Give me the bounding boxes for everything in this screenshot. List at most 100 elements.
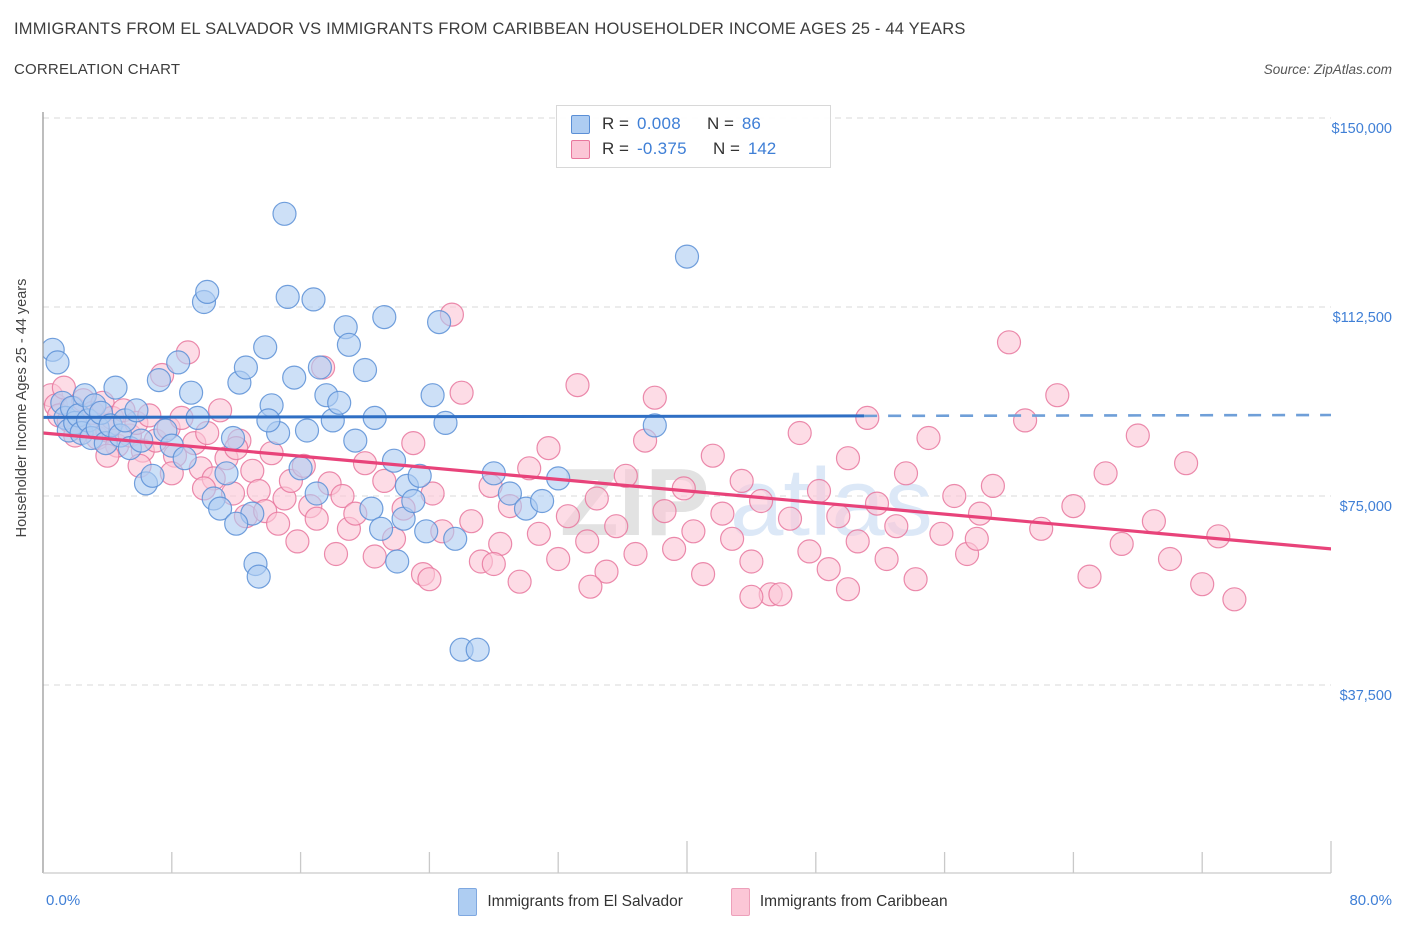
data-point bbox=[352, 357, 378, 383]
data-point bbox=[652, 499, 677, 524]
data-point bbox=[224, 511, 249, 536]
gridlines bbox=[43, 117, 1331, 686]
data-point bbox=[45, 350, 70, 375]
n-value-blue: 86 bbox=[741, 114, 761, 133]
data-point bbox=[996, 330, 1022, 355]
source-label: Source: ZipAtlas.com bbox=[1263, 62, 1392, 77]
data-point bbox=[256, 408, 281, 433]
data-point bbox=[578, 574, 603, 599]
data-point bbox=[1206, 524, 1231, 549]
data-point bbox=[642, 385, 667, 410]
legend-item-caribbean[interactable]: Immigrants from Caribbean bbox=[730, 888, 948, 916]
page-title: IMMIGRANTS FROM EL SALVADOR VS IMMIGRANT… bbox=[14, 20, 966, 38]
data-point bbox=[916, 425, 941, 451]
data-point bbox=[327, 390, 352, 415]
data-point bbox=[575, 529, 600, 554]
data-point bbox=[826, 504, 851, 529]
data-point bbox=[835, 577, 861, 602]
data-point bbox=[427, 310, 452, 335]
x-axis-max-label: 80.0% bbox=[1349, 892, 1392, 909]
data-point bbox=[964, 526, 989, 551]
trend-line-caribbean bbox=[43, 431, 1331, 551]
scatter-points bbox=[43, 201, 1247, 662]
data-point bbox=[517, 456, 542, 481]
data-point bbox=[874, 546, 899, 572]
data-point bbox=[967, 501, 993, 526]
data-point bbox=[855, 405, 880, 430]
data-point bbox=[179, 380, 204, 405]
data-point bbox=[1222, 587, 1247, 612]
data-point bbox=[864, 491, 890, 516]
data-point bbox=[768, 582, 793, 607]
r-value-pink: -0.375 bbox=[636, 139, 687, 158]
data-point bbox=[208, 496, 233, 521]
data-point bbox=[220, 425, 246, 451]
y-tick-label-75000: $75,000 bbox=[1339, 499, 1392, 515]
data-point bbox=[1061, 494, 1086, 519]
data-point bbox=[166, 350, 191, 375]
data-point bbox=[307, 355, 332, 380]
data-point bbox=[369, 516, 394, 541]
data-point bbox=[1190, 572, 1215, 597]
trend-lines bbox=[43, 413, 1331, 551]
legend-label-el-salvador: Immigrants from El Salvador bbox=[487, 893, 683, 910]
data-point bbox=[674, 244, 700, 269]
y-tick-label-37500: $37,500 bbox=[1339, 688, 1392, 704]
legend-marker-pink bbox=[730, 888, 750, 916]
data-point bbox=[529, 488, 555, 514]
n-value-pink: 142 bbox=[747, 139, 777, 158]
legend-label-caribbean: Immigrants from Caribbean bbox=[759, 893, 948, 910]
data-point bbox=[372, 468, 397, 493]
data-point bbox=[980, 473, 1006, 498]
data-point bbox=[323, 541, 349, 567]
trend-line-el-salvador bbox=[43, 414, 865, 419]
data-point bbox=[146, 368, 171, 393]
data-point bbox=[330, 483, 355, 509]
data-point bbox=[266, 511, 291, 536]
n-label-pink: N = bbox=[712, 139, 740, 158]
data-point bbox=[739, 549, 764, 574]
data-point bbox=[1045, 383, 1070, 408]
data-point bbox=[942, 483, 967, 509]
data-point bbox=[103, 375, 128, 400]
data-point bbox=[385, 549, 410, 574]
data-point bbox=[1125, 423, 1150, 448]
data-point bbox=[546, 546, 571, 572]
page-subtitle: CORRELATION CHART bbox=[14, 61, 181, 78]
data-point bbox=[835, 446, 861, 471]
data-point bbox=[381, 448, 407, 473]
data-point bbox=[301, 287, 326, 312]
data-point bbox=[719, 526, 745, 551]
data-point bbox=[420, 383, 445, 408]
data-point bbox=[642, 413, 667, 438]
y-tick-label-150000: $150,000 bbox=[1331, 121, 1392, 137]
data-point bbox=[690, 561, 716, 587]
stats-legend-row-caribbean: R = -0.375 N = 142 bbox=[571, 137, 776, 161]
data-point bbox=[253, 335, 278, 360]
data-point bbox=[1077, 564, 1102, 589]
data-point bbox=[555, 504, 581, 529]
data-point bbox=[443, 526, 468, 551]
data-point bbox=[304, 481, 329, 506]
data-point bbox=[304, 506, 329, 531]
data-point bbox=[214, 461, 239, 486]
r-value-blue: 0.008 bbox=[636, 114, 681, 133]
data-point bbox=[507, 569, 532, 594]
legend-item-el-salvador[interactable]: Immigrants from El Salvador bbox=[458, 888, 683, 916]
r-label-blue: R = bbox=[602, 114, 629, 133]
data-point bbox=[246, 478, 271, 504]
data-point bbox=[172, 446, 197, 471]
data-point bbox=[748, 488, 774, 514]
data-point bbox=[294, 418, 320, 443]
data-point bbox=[414, 519, 439, 544]
data-point bbox=[362, 544, 387, 569]
data-point bbox=[806, 478, 832, 504]
data-point bbox=[481, 551, 506, 577]
data-point bbox=[536, 436, 561, 461]
legend-marker-blue bbox=[458, 888, 478, 916]
stats-legend: R = 0.008 N = 86 R = -0.375 N = 142 bbox=[556, 105, 831, 168]
x-axis-min-label: 0.0% bbox=[46, 892, 81, 909]
data-point bbox=[594, 559, 619, 584]
data-point bbox=[816, 556, 841, 582]
